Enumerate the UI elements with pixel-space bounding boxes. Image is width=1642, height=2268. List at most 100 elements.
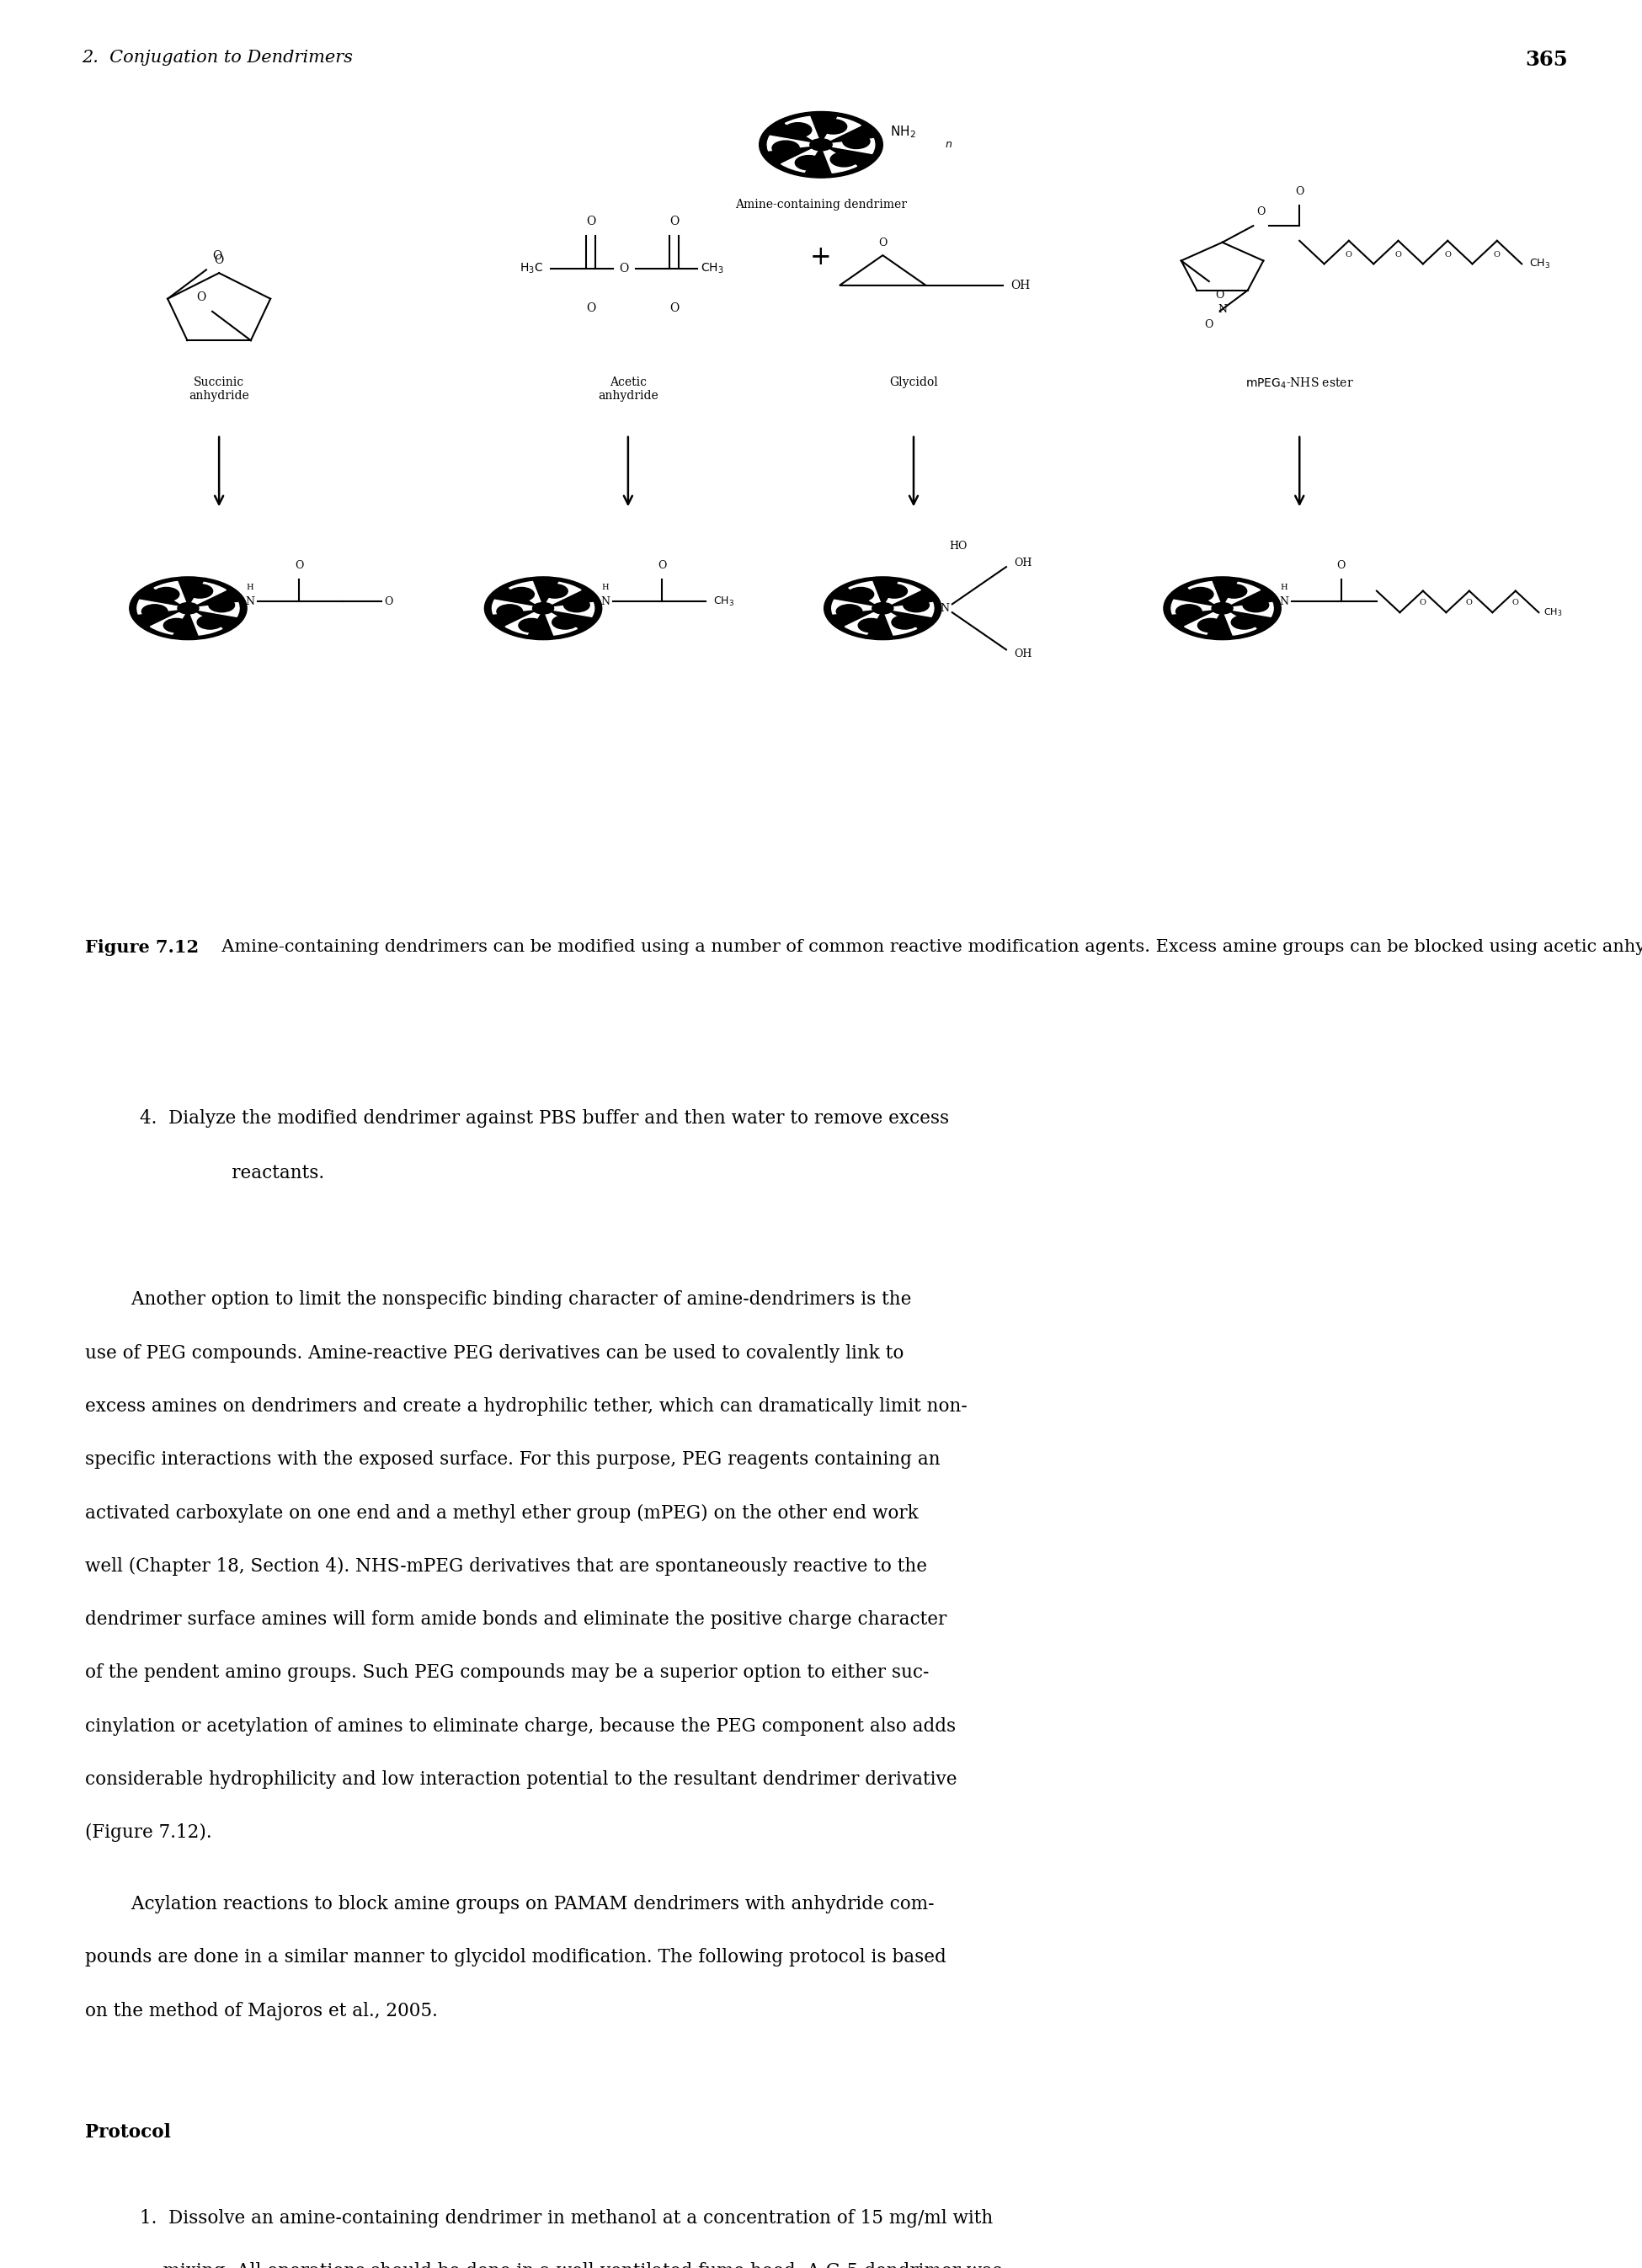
Text: Amine-containing dendrimers can be modified using a number of common reactive mo: Amine-containing dendrimers can be modif… xyxy=(210,939,1642,955)
Text: O: O xyxy=(1256,206,1266,218)
Text: N: N xyxy=(245,596,255,608)
Circle shape xyxy=(542,585,568,599)
Wedge shape xyxy=(189,603,240,617)
Text: O: O xyxy=(1466,599,1473,608)
Circle shape xyxy=(903,599,929,612)
Text: O: O xyxy=(1345,252,1351,259)
Wedge shape xyxy=(1184,608,1222,635)
Circle shape xyxy=(831,152,857,166)
Circle shape xyxy=(795,156,823,170)
Text: Amine-containing dendrimer: Amine-containing dendrimer xyxy=(736,200,906,211)
Circle shape xyxy=(836,606,862,619)
Text: H: H xyxy=(1281,583,1287,592)
Text: O: O xyxy=(878,238,887,249)
Text: considerable hydrophilicity and low interaction potential to the resultant dendr: considerable hydrophilicity and low inte… xyxy=(85,1769,957,1789)
Text: Succinic
anhydride: Succinic anhydride xyxy=(189,376,250,401)
Wedge shape xyxy=(767,136,821,150)
Text: OH: OH xyxy=(1015,649,1031,660)
Circle shape xyxy=(187,585,213,599)
Text: O: O xyxy=(1296,186,1304,197)
Text: $\mathrm{NH_2}$: $\mathrm{NH_2}$ xyxy=(890,125,916,141)
Circle shape xyxy=(509,587,534,601)
Text: use of PEG compounds. Amine-reactive PEG derivatives can be used to covalently l: use of PEG compounds. Amine-reactive PEG… xyxy=(85,1343,905,1363)
Text: Figure 7.12: Figure 7.12 xyxy=(85,939,199,955)
Circle shape xyxy=(872,603,893,615)
Wedge shape xyxy=(544,608,578,635)
Text: $\mathrm{CH_3}$: $\mathrm{CH_3}$ xyxy=(701,263,724,277)
Circle shape xyxy=(209,599,235,612)
Text: O: O xyxy=(658,560,667,572)
Text: pounds are done in a similar manner to glycidol modification. The following prot: pounds are done in a similar manner to g… xyxy=(85,1948,946,1966)
Wedge shape xyxy=(821,118,860,145)
Text: O: O xyxy=(1494,252,1501,259)
Wedge shape xyxy=(506,608,544,635)
Text: of the pendent amino groups. Such PEG compounds may be a superior option to eith: of the pendent amino groups. Such PEG co… xyxy=(85,1665,929,1683)
Circle shape xyxy=(1197,619,1223,633)
Text: O: O xyxy=(1420,599,1427,608)
Wedge shape xyxy=(493,599,544,615)
Wedge shape xyxy=(138,599,189,615)
Text: O: O xyxy=(1205,320,1213,331)
Text: O: O xyxy=(586,302,596,313)
Text: OH: OH xyxy=(1015,558,1031,569)
Circle shape xyxy=(519,619,545,633)
Wedge shape xyxy=(509,581,544,608)
Wedge shape xyxy=(846,608,883,635)
Circle shape xyxy=(164,619,189,633)
Text: Another option to limit the nonspecific binding character of amine-dendrimers is: Another option to limit the nonspecific … xyxy=(85,1290,911,1309)
Text: $\mathrm{CH_3}$: $\mathrm{CH_3}$ xyxy=(1529,259,1550,270)
Wedge shape xyxy=(785,116,821,145)
Circle shape xyxy=(1222,585,1246,599)
Circle shape xyxy=(772,141,800,154)
Wedge shape xyxy=(883,608,916,635)
Circle shape xyxy=(759,111,883,177)
Text: $\mathrm{mPEG_4}$-NHS ester: $\mathrm{mPEG_4}$-NHS ester xyxy=(1245,376,1353,390)
Text: O: O xyxy=(215,254,223,265)
Text: $\mathrm{CH_3}$: $\mathrm{CH_3}$ xyxy=(1543,606,1562,619)
Text: 4.  Dialyze the modified dendrimer against PBS buffer and then water to remove e: 4. Dialyze the modified dendrimer agains… xyxy=(140,1109,949,1127)
Wedge shape xyxy=(1222,608,1256,635)
Text: well (Chapter 18, Section 4). NHS-mPEG derivatives that are spontaneously reacti: well (Chapter 18, Section 4). NHS-mPEG d… xyxy=(85,1556,928,1576)
Text: N: N xyxy=(1279,596,1289,608)
Circle shape xyxy=(1176,606,1202,619)
Text: excess amines on dendrimers and create a hydrophilic tether, which can dramatica: excess amines on dendrimers and create a… xyxy=(85,1397,967,1415)
Circle shape xyxy=(153,587,179,601)
Text: H: H xyxy=(601,583,609,592)
Text: O: O xyxy=(384,596,392,608)
Circle shape xyxy=(810,138,832,150)
Text: O: O xyxy=(670,215,680,227)
Wedge shape xyxy=(849,581,883,608)
Wedge shape xyxy=(821,145,857,172)
Text: N: N xyxy=(601,596,609,608)
Wedge shape xyxy=(832,599,883,615)
Wedge shape xyxy=(189,583,227,608)
Text: O: O xyxy=(586,215,596,227)
Wedge shape xyxy=(1222,603,1273,617)
Circle shape xyxy=(859,619,883,633)
Text: O: O xyxy=(619,263,629,274)
Circle shape xyxy=(552,615,578,628)
Text: +: + xyxy=(810,245,832,270)
Text: specific interactions with the exposed surface. For this purpose, PEG reagents c: specific interactions with the exposed s… xyxy=(85,1452,941,1470)
Circle shape xyxy=(484,576,603,640)
Circle shape xyxy=(532,603,553,615)
Circle shape xyxy=(1243,599,1269,612)
Circle shape xyxy=(563,599,589,612)
Wedge shape xyxy=(544,583,581,608)
Circle shape xyxy=(1212,603,1233,615)
Circle shape xyxy=(824,576,941,640)
Text: $\mathrm{CH_3}$: $\mathrm{CH_3}$ xyxy=(713,594,734,608)
Text: O: O xyxy=(197,290,207,304)
Circle shape xyxy=(130,576,246,640)
Wedge shape xyxy=(883,583,921,608)
Wedge shape xyxy=(821,138,875,154)
Text: cinylation or acetylation of amines to eliminate charge, because the PEG compone: cinylation or acetylation of amines to e… xyxy=(85,1717,956,1735)
Circle shape xyxy=(197,615,223,628)
Circle shape xyxy=(141,606,167,619)
Wedge shape xyxy=(1222,583,1259,608)
Text: O: O xyxy=(1396,252,1402,259)
Text: $\mathrm{H_3C}$: $\mathrm{H_3C}$ xyxy=(519,263,544,277)
Text: $\mathit{n}$: $\mathit{n}$ xyxy=(944,138,952,150)
Circle shape xyxy=(819,120,847,134)
Circle shape xyxy=(498,606,522,619)
